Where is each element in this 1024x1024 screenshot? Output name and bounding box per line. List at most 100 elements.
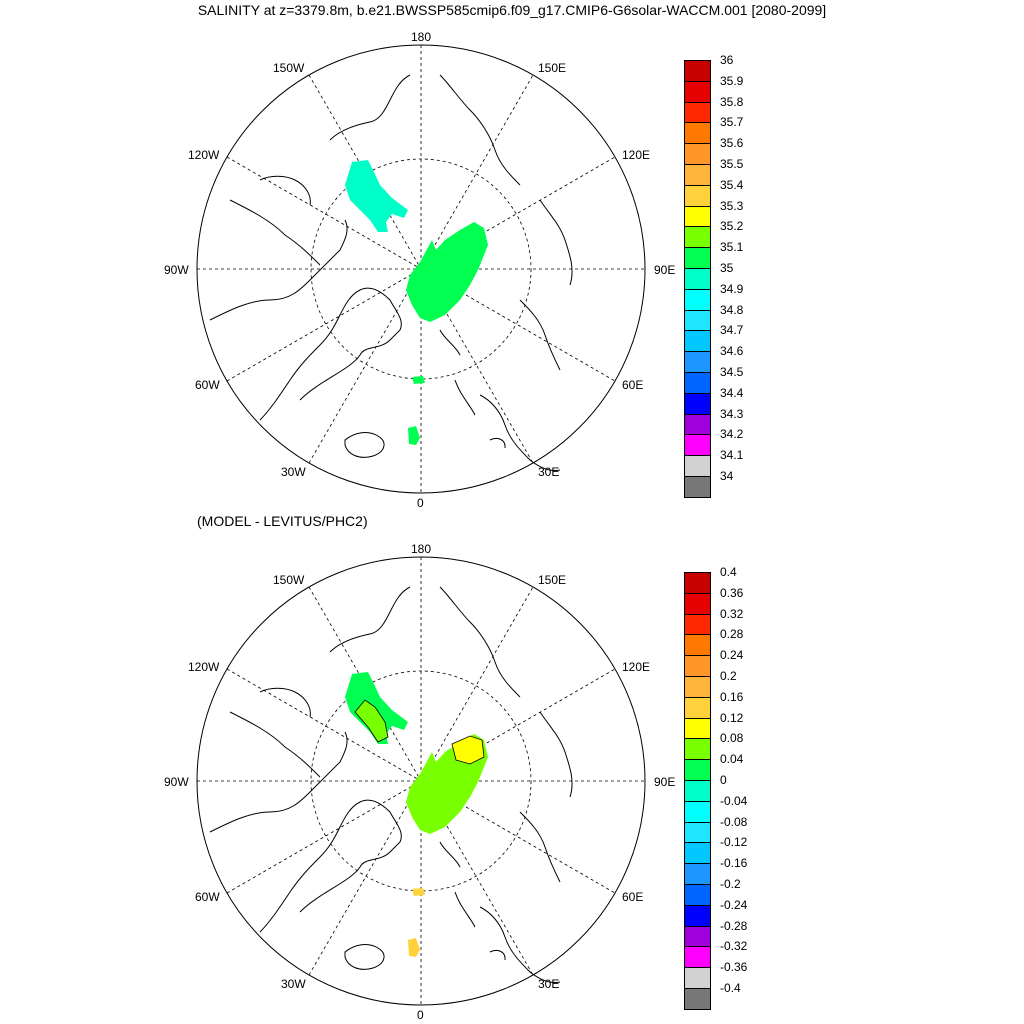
lon-label-60w: 60W <box>195 890 220 904</box>
lon-label-120w: 120W <box>188 148 220 162</box>
colorbar-swatch <box>684 184 711 206</box>
colorbar-swatch <box>684 164 711 185</box>
canada-basin-fill <box>345 672 408 744</box>
colorbar-label: 0.08 <box>720 731 744 746</box>
coastlines <box>209 586 573 983</box>
colorbar-swatch <box>684 738 711 760</box>
colorbar-label: 35.5 <box>720 157 744 171</box>
salinity-fills <box>345 160 488 445</box>
colorbar-label: -0.16 <box>720 856 748 871</box>
colorbar-swatch <box>684 946 711 968</box>
colorbar-swatch <box>684 613 711 635</box>
colorbar-swatch <box>684 101 711 123</box>
colorbar-swatch <box>684 592 711 614</box>
colorbar-swatch <box>684 967 711 988</box>
colorbar-label: 0.24 <box>720 648 744 663</box>
colorbar-label: -0.04 <box>720 793 748 808</box>
lon-label-120w: 120W <box>188 660 220 674</box>
colorbar-label: -0.08 <box>720 814 748 829</box>
colorbar-swatch <box>684 925 711 947</box>
lon-label-0: 0 <box>417 496 424 510</box>
colorbar-label: 0.2 <box>720 669 737 683</box>
colorbar-label: 35.1 <box>720 240 744 255</box>
colorbar-label: 34 <box>720 469 734 483</box>
yellow-patch-fill <box>451 735 485 765</box>
colorbar-swatch <box>684 247 711 268</box>
lon-label-90w: 90W <box>164 775 189 789</box>
colorbar-swatch <box>684 884 711 905</box>
colorbar-label: 36 <box>720 53 734 67</box>
lon-label-120e: 120E <box>622 148 651 162</box>
lon-label-180: 180 <box>411 30 432 44</box>
lon-label-30w: 30W <box>281 977 306 991</box>
colorbar-swatch <box>684 759 711 780</box>
colorbar-swatch <box>684 309 711 331</box>
salinity-polar-map <box>196 44 646 494</box>
colorbar-label: 35.6 <box>720 136 744 151</box>
greenland-sea-fill <box>408 938 420 957</box>
colorbar-swatch <box>684 80 711 102</box>
colorbar-swatch <box>684 476 711 498</box>
map-boundary <box>196 44 646 494</box>
colorbar-label: 35.9 <box>720 73 744 88</box>
colorbar-swatch <box>684 122 711 144</box>
lon-label-150w: 150W <box>273 61 305 75</box>
map-grid <box>197 45 645 493</box>
colorbar-label: 34.7 <box>720 323 744 338</box>
colorbar-label: -0.28 <box>720 918 748 933</box>
colorbar-label: -0.36 <box>720 960 748 975</box>
colorbar-swatch <box>684 800 711 822</box>
lon-label-30e: 30E <box>538 465 560 479</box>
colorbar-swatch <box>684 988 711 1010</box>
colorbar-label: -0.32 <box>720 939 748 954</box>
colorbar-swatch <box>684 226 711 248</box>
colorbar-label: -0.24 <box>720 897 748 912</box>
lon-label-60e: 60E <box>622 890 644 904</box>
fram-fill <box>412 888 425 896</box>
colorbar-label: -0.12 <box>720 835 748 850</box>
page-title: SALINITY at z=3379.8m, b.e21.BWSSP585cmi… <box>197 2 827 18</box>
colorbar-label: 35.8 <box>720 94 744 109</box>
greenland-sea-fill <box>408 426 420 445</box>
colorbar-swatch <box>684 904 711 926</box>
colorbar-swatch <box>684 288 711 310</box>
canada-basin-fill <box>345 160 408 232</box>
colorbar-label: 35.7 <box>720 115 744 130</box>
colorbar-swatch <box>684 330 711 352</box>
colorbar-label: 35 <box>720 261 734 275</box>
colorbar-swatch <box>684 634 711 656</box>
lon-label-30w: 30W <box>281 465 306 479</box>
colorbar-swatch <box>684 821 711 843</box>
colorbar-swatch <box>684 863 711 884</box>
colorbar-swatch <box>684 205 711 227</box>
colorbar-label: 34.9 <box>720 281 744 296</box>
colorbar-swatch <box>684 780 711 801</box>
lon-label-180: 180 <box>411 542 432 556</box>
colorbar-swatch <box>684 413 711 435</box>
lon-label-0: 0 <box>417 1008 424 1022</box>
colorbar-label: -0.2 <box>720 877 741 891</box>
salinity-map-panel: 180 150E 120E 90E 60E 30E 0 30W 60W 90W … <box>164 30 744 510</box>
colorbar-label: 0.04 <box>720 752 744 767</box>
colorbar-label: 0.12 <box>720 710 744 725</box>
lon-label-30e: 30E <box>538 977 560 991</box>
difference-polar-map <box>196 556 646 1006</box>
lon-label-90e: 90E <box>654 775 676 789</box>
lon-label-150e: 150E <box>538 573 567 587</box>
lon-label-60e: 60E <box>622 378 644 392</box>
coastlines <box>209 74 573 471</box>
colorbar-label: 35.3 <box>720 198 744 213</box>
colorbar-label: 34.4 <box>720 385 744 400</box>
colorbar-label: -0.4 <box>720 981 741 995</box>
colorbar-swatch <box>684 676 711 697</box>
colorbar-label: 0.36 <box>720 585 744 600</box>
colorbar-swatch <box>684 60 711 81</box>
colorbar-label: 34.1 <box>720 448 744 463</box>
canada-inner-fill <box>354 699 389 743</box>
colorbar-swatch <box>684 655 711 676</box>
colorbar-label: 34.5 <box>720 365 744 379</box>
difference-subtitle: (MODEL - LEVITUS/PHC2) <box>197 513 368 529</box>
colorbar-swatch <box>684 717 711 739</box>
colorbar-label: 35.4 <box>720 177 744 192</box>
lon-label-90w: 90W <box>164 263 189 277</box>
